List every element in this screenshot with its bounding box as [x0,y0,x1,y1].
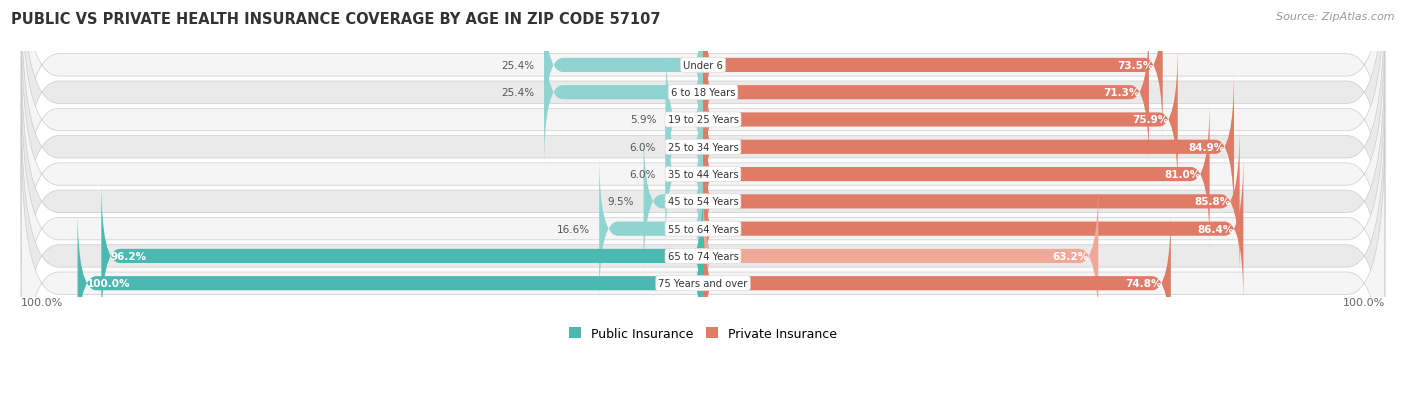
FancyBboxPatch shape [21,50,1385,354]
FancyBboxPatch shape [665,73,703,222]
FancyBboxPatch shape [21,131,1385,413]
FancyBboxPatch shape [703,209,1171,358]
Text: 74.8%: 74.8% [1125,278,1161,289]
Text: 25.4%: 25.4% [502,88,534,98]
Text: 6 to 18 Years: 6 to 18 Years [671,88,735,98]
Text: Source: ZipAtlas.com: Source: ZipAtlas.com [1277,12,1395,22]
Text: 71.3%: 71.3% [1104,88,1140,98]
Text: 65 to 74 Years: 65 to 74 Years [668,252,738,261]
FancyBboxPatch shape [21,0,1385,299]
Text: 84.9%: 84.9% [1188,142,1225,152]
Text: 35 to 44 Years: 35 to 44 Years [668,170,738,180]
Legend: Public Insurance, Private Insurance: Public Insurance, Private Insurance [564,322,842,345]
Text: 63.2%: 63.2% [1053,252,1088,261]
Text: 85.8%: 85.8% [1194,197,1230,207]
FancyBboxPatch shape [703,182,1098,331]
FancyBboxPatch shape [544,0,703,140]
FancyBboxPatch shape [703,154,1243,304]
Text: Under 6: Under 6 [683,61,723,71]
FancyBboxPatch shape [703,127,1240,276]
Text: 16.6%: 16.6% [557,224,589,234]
FancyBboxPatch shape [21,0,1385,245]
FancyBboxPatch shape [703,18,1149,168]
Text: 5.9%: 5.9% [630,115,657,125]
Text: 6.0%: 6.0% [630,170,657,180]
Text: 75.9%: 75.9% [1132,115,1168,125]
FancyBboxPatch shape [665,100,703,249]
FancyBboxPatch shape [21,0,1385,218]
FancyBboxPatch shape [77,209,703,358]
Text: 55 to 64 Years: 55 to 64 Years [668,224,738,234]
FancyBboxPatch shape [703,45,1178,195]
FancyBboxPatch shape [599,154,703,304]
FancyBboxPatch shape [703,0,1163,140]
Text: 45 to 54 Years: 45 to 54 Years [668,197,738,207]
Text: 100.0%: 100.0% [21,297,63,307]
Text: 100.0%: 100.0% [1343,297,1385,307]
Text: 96.2%: 96.2% [111,252,146,261]
FancyBboxPatch shape [21,0,1385,272]
Text: 73.5%: 73.5% [1116,61,1153,71]
Text: 25.4%: 25.4% [502,61,534,71]
FancyBboxPatch shape [21,77,1385,381]
FancyBboxPatch shape [644,127,703,276]
FancyBboxPatch shape [703,100,1209,249]
Text: 9.5%: 9.5% [607,197,634,207]
FancyBboxPatch shape [544,18,703,168]
FancyBboxPatch shape [666,45,703,195]
Text: 25 to 34 Years: 25 to 34 Years [668,142,738,152]
Text: 100.0%: 100.0% [87,278,131,289]
Text: 19 to 25 Years: 19 to 25 Years [668,115,738,125]
FancyBboxPatch shape [21,104,1385,408]
Text: 81.0%: 81.0% [1164,170,1201,180]
FancyBboxPatch shape [21,22,1385,327]
Text: 75 Years and over: 75 Years and over [658,278,748,289]
Text: PUBLIC VS PRIVATE HEALTH INSURANCE COVERAGE BY AGE IN ZIP CODE 57107: PUBLIC VS PRIVATE HEALTH INSURANCE COVER… [11,12,661,27]
Text: 86.4%: 86.4% [1198,224,1234,234]
FancyBboxPatch shape [703,73,1234,222]
Text: 6.0%: 6.0% [630,142,657,152]
FancyBboxPatch shape [101,182,703,331]
